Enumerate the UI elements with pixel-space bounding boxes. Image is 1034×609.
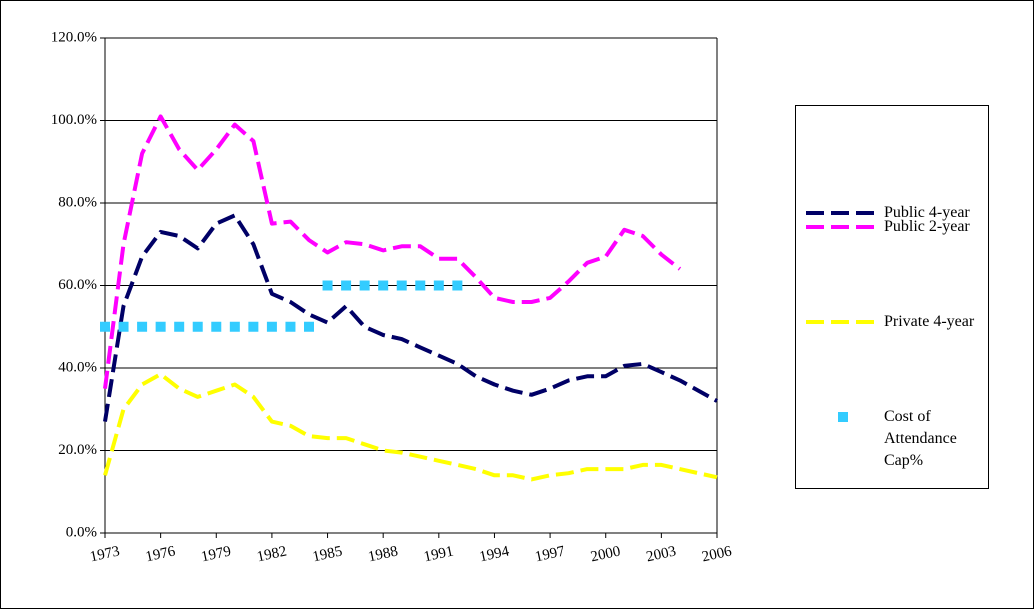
legend-label: Private 4-year xyxy=(884,313,975,330)
marker xyxy=(211,321,222,332)
legend-swatch xyxy=(806,211,880,215)
marker xyxy=(137,321,148,332)
legend: Public 4-year Public 2-year Private 4-year… xyxy=(795,105,989,489)
marker xyxy=(396,280,407,291)
x-tick-label: 1994 xyxy=(478,543,511,565)
x-tick-label: 1988 xyxy=(367,544,400,566)
marker xyxy=(415,280,426,291)
marker xyxy=(118,321,129,332)
marker xyxy=(248,321,259,332)
marker xyxy=(378,280,389,291)
marker xyxy=(285,321,296,332)
y-tick-label: 60.0% xyxy=(58,277,97,293)
x-tick-label: 1976 xyxy=(144,543,177,565)
legend-entry: Cost of Attendance Cap% xyxy=(802,406,976,472)
x-tick-label: 1997 xyxy=(534,543,567,565)
x-tick-label: 1982 xyxy=(255,544,288,566)
legend-marker xyxy=(838,412,848,422)
y-tick-label: 100.0% xyxy=(51,112,97,128)
marker xyxy=(266,321,277,332)
marker xyxy=(341,280,352,291)
x-tick-label: 1973 xyxy=(89,544,122,566)
y-tick-label: 0.0% xyxy=(66,524,97,540)
legend-entry: Public 2-year xyxy=(802,216,976,238)
marker xyxy=(322,280,333,291)
marker xyxy=(155,321,166,332)
x-tick-label: 1979 xyxy=(200,544,233,566)
legend-swatch xyxy=(806,225,880,229)
y-tick-label: 80.0% xyxy=(58,194,97,210)
y-tick-label: 120.0% xyxy=(51,29,97,45)
marker xyxy=(100,321,110,332)
series-line xyxy=(103,372,718,482)
marker xyxy=(359,280,370,291)
series-line xyxy=(103,114,682,389)
legend-entry: Public 4-year xyxy=(802,202,976,224)
marker xyxy=(174,321,185,332)
legend-label: Cost of Attendance Cap% xyxy=(884,408,957,469)
x-tick-label: 1985 xyxy=(311,544,344,566)
legend-entry: Private 4-year xyxy=(802,311,976,333)
x-tick-label: 2000 xyxy=(589,544,622,566)
legend-swatch xyxy=(838,412,848,422)
marker xyxy=(229,321,240,332)
marker xyxy=(452,280,463,291)
legend-swatch xyxy=(806,320,880,324)
legend-label: Public 2-year xyxy=(884,218,970,235)
x-tick-label: 1991 xyxy=(422,544,455,566)
y-tick-label: 40.0% xyxy=(58,359,97,375)
marker xyxy=(192,321,203,332)
marker xyxy=(304,321,314,332)
x-tick-label: 2003 xyxy=(645,544,678,566)
series-line xyxy=(103,213,718,422)
x-tick-label: 2006 xyxy=(701,543,734,565)
legend-label: Public 4-year xyxy=(884,204,970,221)
marker xyxy=(433,280,444,291)
y-tick-label: 20.0% xyxy=(58,442,97,458)
